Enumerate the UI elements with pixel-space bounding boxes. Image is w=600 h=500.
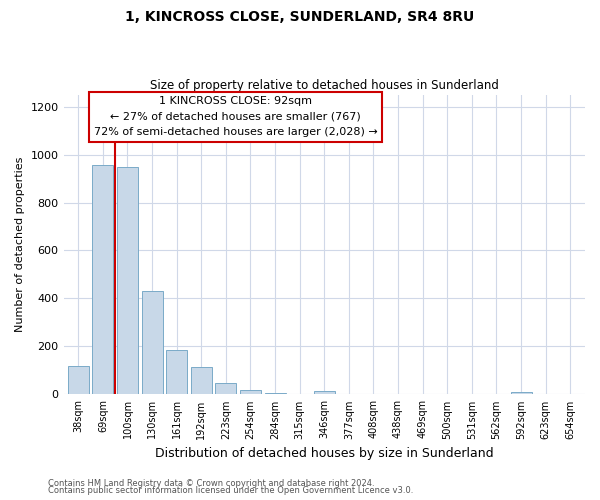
Title: Size of property relative to detached houses in Sunderland: Size of property relative to detached ho… — [150, 79, 499, 92]
Text: Contains public sector information licensed under the Open Government Licence v3: Contains public sector information licen… — [48, 486, 413, 495]
Bar — [265, 393, 286, 394]
Bar — [142, 292, 163, 395]
Bar — [191, 367, 212, 394]
Text: Contains HM Land Registry data © Crown copyright and database right 2024.: Contains HM Land Registry data © Crown c… — [48, 478, 374, 488]
Bar — [314, 391, 335, 394]
Text: 1 KINCROSS CLOSE: 92sqm
← 27% of detached houses are smaller (767)
72% of semi-d: 1 KINCROSS CLOSE: 92sqm ← 27% of detache… — [94, 96, 377, 138]
Bar — [511, 392, 532, 394]
Bar — [68, 366, 89, 394]
Bar — [92, 166, 113, 394]
Bar — [117, 166, 138, 394]
X-axis label: Distribution of detached houses by size in Sunderland: Distribution of detached houses by size … — [155, 447, 494, 460]
Bar — [166, 350, 187, 395]
Bar — [215, 383, 236, 394]
Text: 1, KINCROSS CLOSE, SUNDERLAND, SR4 8RU: 1, KINCROSS CLOSE, SUNDERLAND, SR4 8RU — [125, 10, 475, 24]
Y-axis label: Number of detached properties: Number of detached properties — [15, 157, 25, 332]
Bar — [240, 390, 261, 394]
